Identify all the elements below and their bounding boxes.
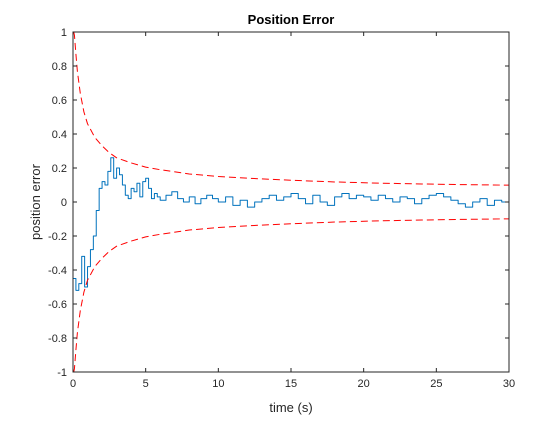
y-axis-label: position error [28, 163, 43, 240]
y-tick-label: -0.4 [48, 265, 67, 277]
error-series-line [73, 157, 510, 291]
series-layer [73, 31, 510, 373]
x-tick-label: 20 [358, 378, 370, 390]
plot-area [73, 32, 509, 372]
x-tick-label: 10 [212, 378, 224, 390]
y-tick-label: 0.4 [52, 129, 67, 141]
x-tick-label: 15 [285, 378, 297, 390]
x-tick-label: 30 [503, 378, 515, 390]
x-tick-label: 25 [430, 378, 442, 390]
x-tick-label: 5 [143, 378, 149, 390]
y-tick-label: 1 [61, 27, 67, 39]
y-tick-label: 0.2 [52, 163, 67, 175]
y-tick-label: -1 [57, 367, 67, 379]
y-tick-label: 0.8 [52, 61, 67, 73]
chart-title: Position Error [248, 12, 335, 27]
y-tick-label: -0.2 [48, 231, 67, 243]
y-tick-label: 0 [61, 197, 67, 209]
y-tick-label: 0.6 [52, 95, 67, 107]
x-axis-label: time (s) [269, 400, 312, 415]
y-tick-label: -0.6 [48, 299, 67, 311]
axes-layer: 0 5 10 15 20 25 30 -1 -0.8 -0.6 -0.4 -0.2 0 0.2 0.4 0.6… [48, 27, 515, 390]
x-tick-label: 0 [70, 378, 76, 390]
y-tick-label: -0.8 [48, 333, 67, 345]
